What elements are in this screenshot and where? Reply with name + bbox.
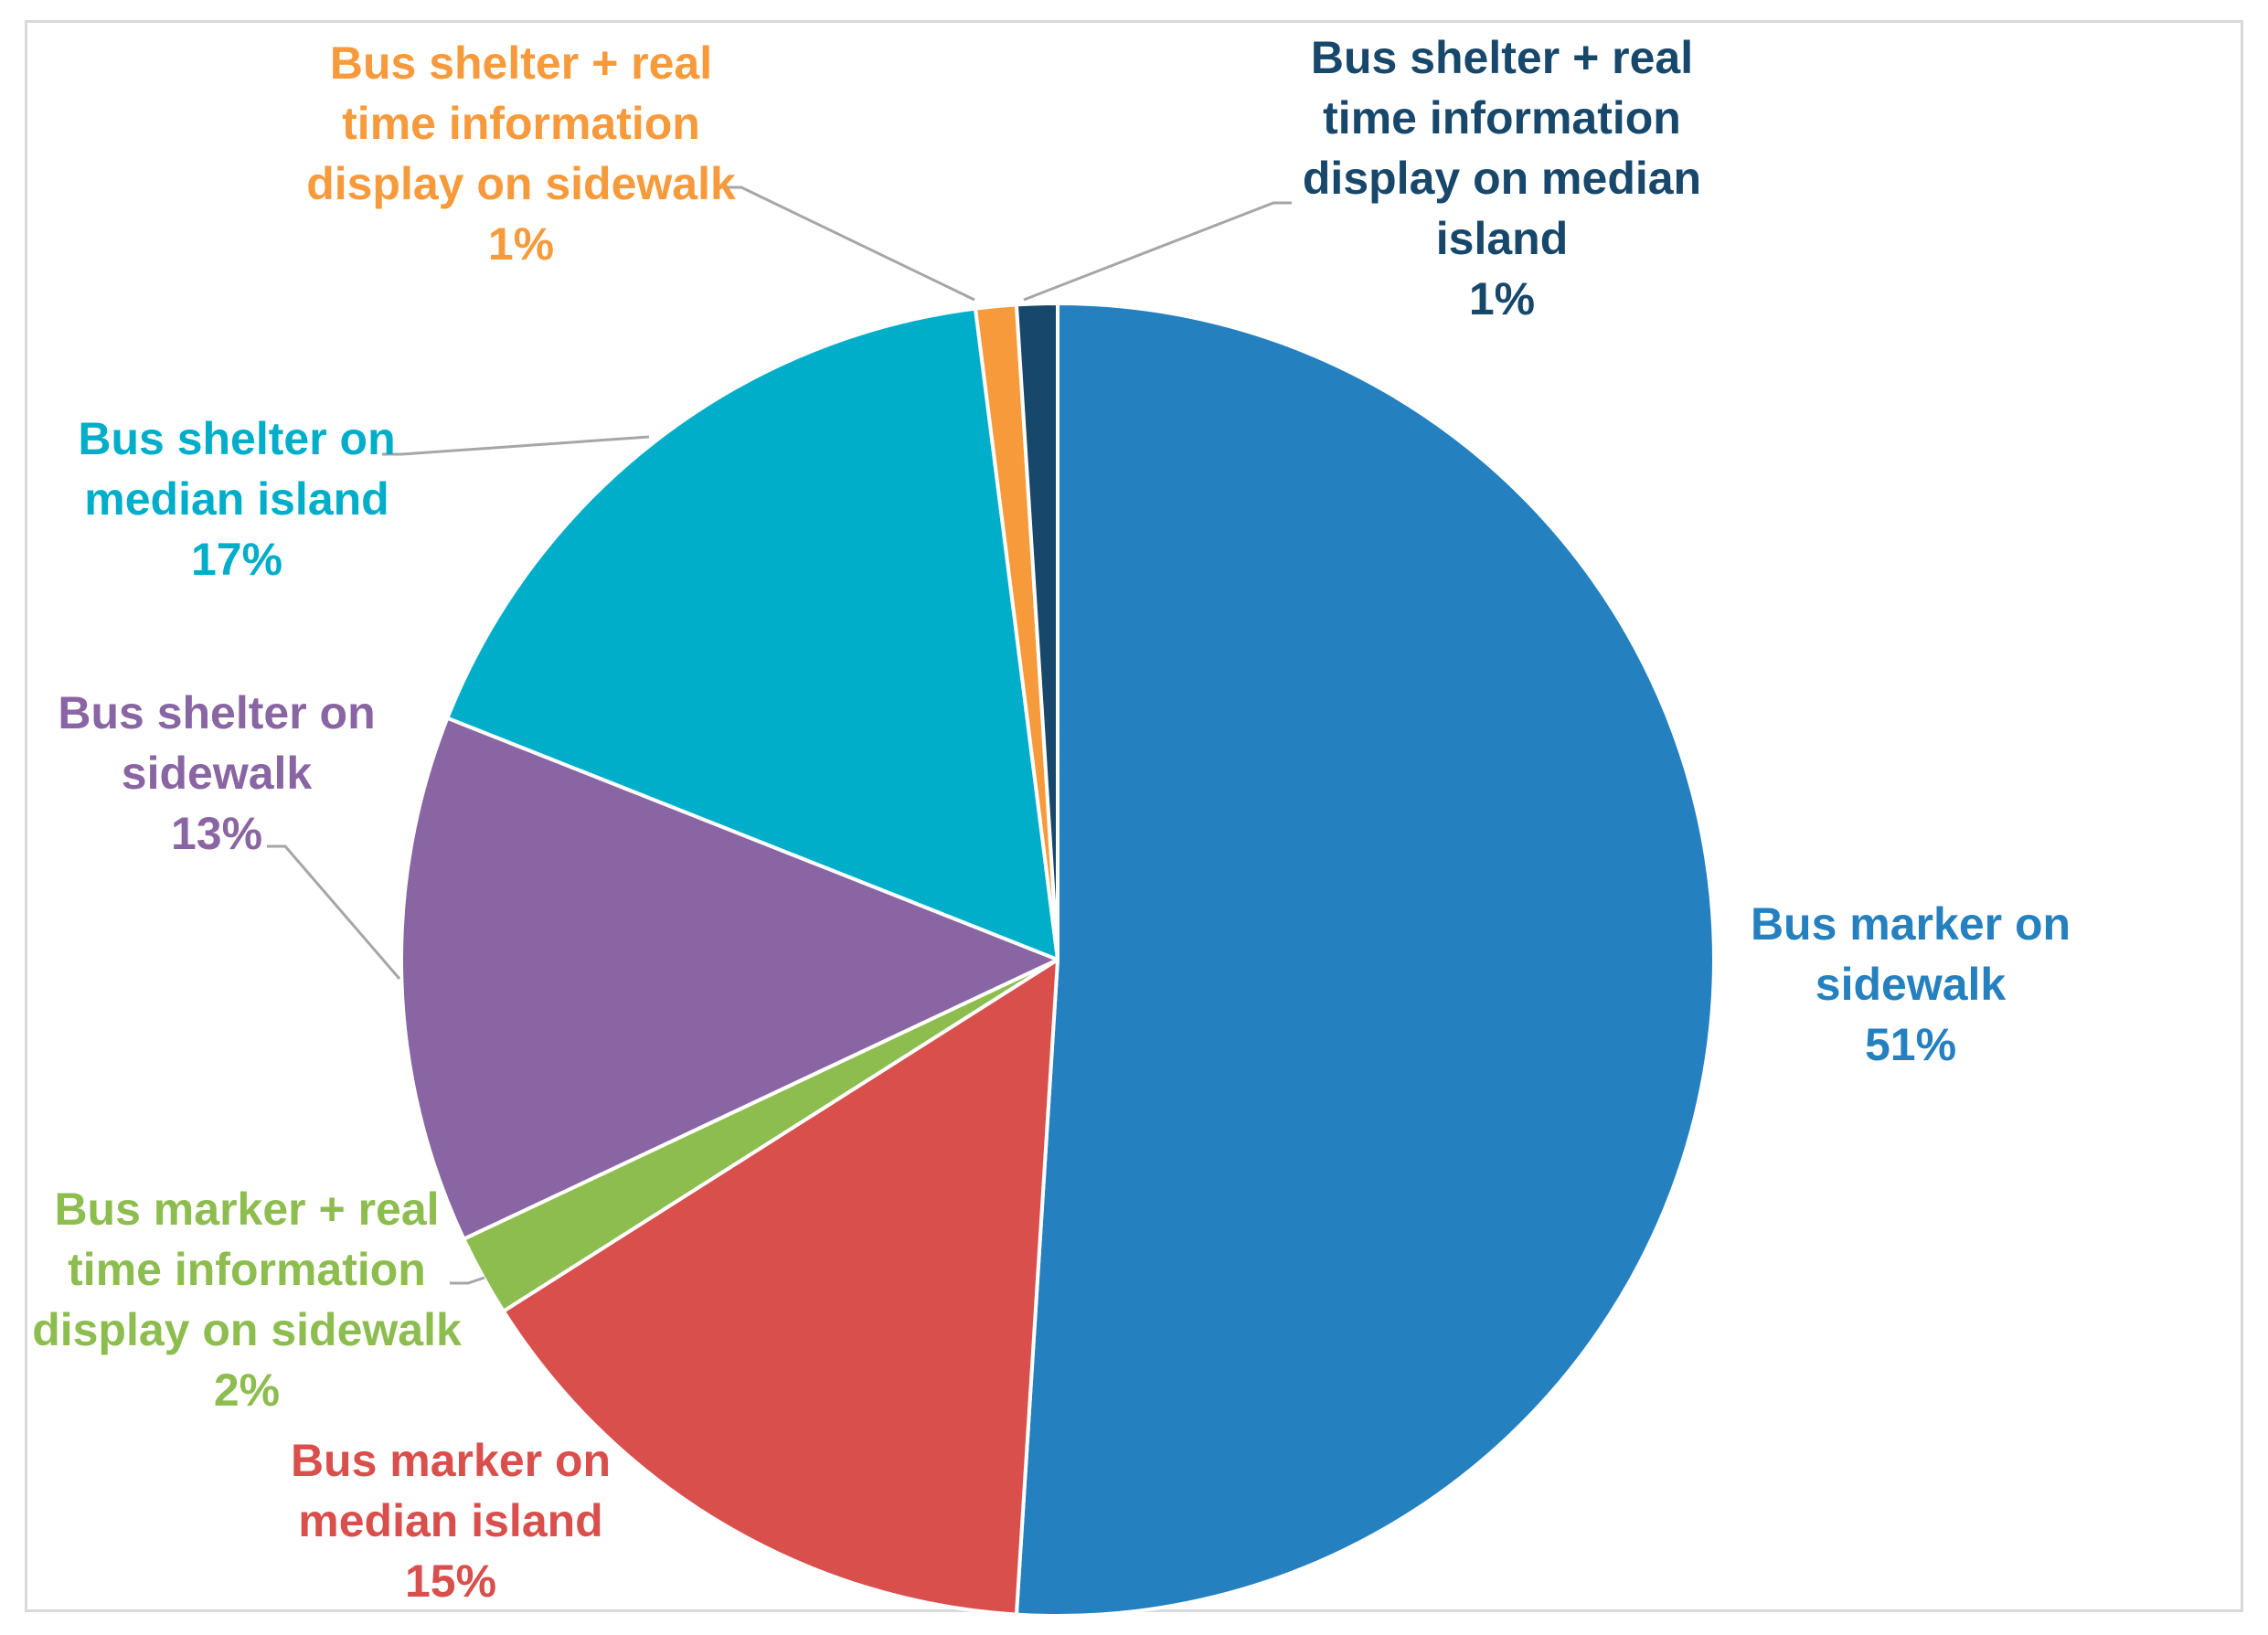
slice-label-7: Bus shelter + real time information displa… (1303, 32, 1701, 324)
slice-label-6: Bus shelter + real time information displa… (306, 37, 736, 270)
slice-label-line: time information (68, 1244, 426, 1295)
slice-percent-label: 15% (405, 1555, 496, 1607)
slice-percent-label: 2% (214, 1364, 280, 1416)
slice-label-line: median island (298, 1495, 602, 1546)
slice-percent-label: 1% (1469, 273, 1535, 324)
slice-labels: Bus marker on sidewalk 51% Bus marker on med… (32, 32, 2071, 1607)
slice-label-line: sidewalk (122, 748, 313, 799)
slice-label-line: time information (342, 98, 700, 149)
pie-slice-7 (1014, 302, 1059, 961)
slice-label-2: Bus marker on median island 15% (291, 1435, 611, 1607)
slice-label-line: median island (84, 473, 389, 525)
slice-label-line: island (1436, 213, 1568, 264)
slice-label-line: Bus shelter on (58, 687, 375, 738)
slice-label-line: Bus shelter + real (1311, 32, 1693, 83)
pie-slice-2 (501, 958, 1059, 1617)
slice-label-1: Bus marker on sidewalk 51% (1751, 898, 2071, 1070)
slice-label-line: Bus shelter + real (330, 37, 712, 89)
leader-line-7 (1023, 201, 1292, 302)
slice-label-line: display on median (1303, 153, 1701, 204)
slice-percent-label: 1% (488, 218, 554, 270)
slice-label-line: Bus marker on (1751, 898, 2071, 950)
pie-slice-5 (445, 306, 1059, 961)
leader-line-3 (450, 1276, 485, 1285)
slice-percent-label: 51% (1865, 1019, 1956, 1070)
slice-label-3: Bus marker + real time information display… (32, 1184, 462, 1416)
leader-line-6 (723, 186, 975, 302)
slice-label-line: Bus shelter on (78, 413, 395, 464)
slice-label-4: Bus shelter on sidewalk 13% (58, 687, 375, 859)
slice-percent-label: 17% (191, 534, 282, 585)
slice-label-line: sidewalk (1815, 959, 2007, 1010)
leader-lines (267, 186, 1292, 1285)
leader-line-5 (382, 435, 650, 456)
slice-percent-label: 13% (171, 808, 262, 859)
slice-label-line: Bus marker on (291, 1435, 611, 1486)
leader-line-4 (267, 844, 401, 980)
slice-label-5: Bus shelter on median island 17% (78, 413, 395, 585)
pie-slice-4 (399, 716, 1059, 1241)
slice-label-line: Bus marker + real (54, 1184, 439, 1235)
slice-label-line: display on sidewalk (306, 158, 736, 209)
pie-slice-1 (1014, 302, 1717, 1618)
pie-slices (399, 302, 1717, 1618)
slice-label-line: display on sidewalk (32, 1304, 462, 1355)
slice-label-line: time information (1323, 92, 1681, 143)
